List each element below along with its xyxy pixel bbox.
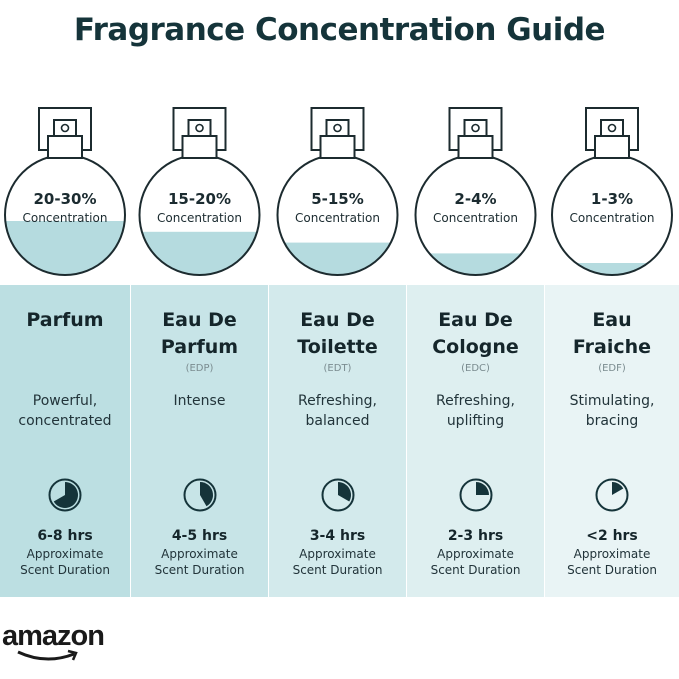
concentration-percent: 2-4% xyxy=(454,190,496,208)
fragrance-abbreviation: (EDT) xyxy=(323,363,352,374)
name-line: Parfum xyxy=(160,336,239,358)
perfume-bottle: 2-4% Concentration xyxy=(414,107,537,276)
fragrance-column: Eau De Parfum (EDP) Intense 4-5 hrs Appro… xyxy=(131,285,268,597)
duration-hours: 2-3 hrs xyxy=(447,528,504,544)
clock-icon xyxy=(321,478,354,512)
duration-line: Approximate xyxy=(299,547,376,561)
fragrance-description: Intense xyxy=(131,391,268,411)
duration-line: Scent Duration xyxy=(567,563,657,577)
clock-icon xyxy=(183,478,216,512)
fragrance-name: Eau De Toilette xyxy=(269,307,406,361)
bottle-row: 20-30%Concentration15-20%Concentration5-… xyxy=(4,107,673,276)
concentration-label: Concentration xyxy=(570,211,655,225)
clock-fill xyxy=(475,482,489,495)
liquid-level xyxy=(139,231,260,275)
fragrance-column: Eau Fraiche (EDF) Stimulating, bracing <2 … xyxy=(545,285,679,597)
fragrance-name: Parfum xyxy=(0,307,130,334)
amazon-smile-icon xyxy=(17,649,78,661)
fragrance-column: Parfum Powerful, concentrated 6-8 hrs App… xyxy=(0,285,130,597)
desc-line: Stimulating, xyxy=(569,393,655,409)
desc-line: uplifting xyxy=(446,413,505,429)
desc-line: bracing xyxy=(585,413,639,429)
duration-label: Approximate Scent Duration xyxy=(0,546,130,578)
amazon-logo: amazon xyxy=(2,620,105,652)
duration-line: Scent Duration xyxy=(154,563,245,577)
duration-label: Approximate Scent Duration xyxy=(131,546,268,578)
duration-hours: <2 hrs xyxy=(586,528,638,544)
fragrance-description: Stimulating, bracing xyxy=(545,391,679,431)
clock-icon xyxy=(48,478,82,512)
name-line: Eau De xyxy=(438,309,513,331)
desc-line: concentrated xyxy=(18,413,112,429)
perfume-bottle: 20-30% Concentration xyxy=(4,107,126,276)
fragrance-description: Refreshing, uplifting xyxy=(407,391,544,431)
name-line: Eau xyxy=(592,309,632,331)
concentration-percent: 15-20% xyxy=(168,190,231,208)
duration-label: Approximate Scent Duration xyxy=(407,546,544,578)
name-line: Cologne xyxy=(432,336,519,358)
clock-fill xyxy=(337,482,351,502)
duration-line: Approximate xyxy=(437,547,514,561)
name-line: Toilette xyxy=(297,336,378,358)
concentration-percent: 20-30% xyxy=(33,190,96,208)
duration-hours: 3-4 hrs xyxy=(309,528,366,544)
fragrance-name: Eau Fraiche xyxy=(545,307,679,361)
page-title: Fragrance Concentration Guide xyxy=(73,12,606,48)
duration-hours: 6-8 hrs xyxy=(37,528,93,544)
fragrance-abbreviation: (EDF) xyxy=(598,363,626,374)
desc-line: Refreshing, xyxy=(436,393,515,409)
fragrance-name: Eau De Parfum xyxy=(131,307,268,361)
desc-line: Powerful, xyxy=(32,393,98,409)
perfume-bottle: 1-3% Concentration xyxy=(551,107,673,276)
duration-line: Approximate xyxy=(161,547,238,561)
liquid-level xyxy=(5,221,125,275)
name-line: Parfum xyxy=(26,309,104,331)
desc-line: Intense xyxy=(173,393,226,409)
name-line: Eau De xyxy=(300,309,375,331)
concentration-label: Concentration xyxy=(23,211,108,225)
name-line: Fraiche xyxy=(572,336,652,358)
clock-icon xyxy=(595,478,629,512)
liquid-level xyxy=(552,263,672,275)
duration-line: Scent Duration xyxy=(20,563,110,577)
concentration-label: Concentration xyxy=(433,211,518,225)
concentration-percent: 1-3% xyxy=(591,190,633,208)
duration-line: Approximate xyxy=(573,547,651,561)
duration-hours: 4-5 hrs xyxy=(171,528,228,544)
fragrance-description: Powerful, concentrated xyxy=(0,391,130,431)
duration-line: Approximate xyxy=(26,547,104,561)
clock-fill xyxy=(53,482,78,508)
fragrance-description: Refreshing, balanced xyxy=(269,391,406,431)
duration-label: Approximate Scent Duration xyxy=(545,546,679,578)
clock-fill xyxy=(612,482,624,495)
perfume-bottle: 15-20% Concentration xyxy=(138,107,261,276)
perfume-bottle: 5-15% Concentration xyxy=(276,107,399,276)
clock-fill xyxy=(199,482,213,507)
fragrance-abbreviation: (EDC) xyxy=(461,363,490,374)
desc-line: balanced xyxy=(305,413,370,429)
name-line: Eau De xyxy=(162,309,237,331)
fragrance-column: Eau De Toilette (EDT) Refreshing, balanced… xyxy=(269,285,406,597)
clock-icon xyxy=(459,478,492,512)
fragrance-abbreviation: (EDP) xyxy=(185,363,214,374)
fragrance-name: Eau De Cologne xyxy=(407,307,544,361)
fragrance-column: Eau De Cologne (EDC) Refreshing, uplifting… xyxy=(407,285,544,597)
concentration-label: Concentration xyxy=(295,211,380,225)
desc-line: Refreshing, xyxy=(298,393,377,409)
concentration-percent: 5-15% xyxy=(311,190,364,208)
duration-line: Scent Duration xyxy=(292,563,383,577)
concentration-label: Concentration xyxy=(157,211,242,225)
duration-label: Approximate Scent Duration xyxy=(269,546,406,578)
duration-line: Scent Duration xyxy=(430,563,521,577)
